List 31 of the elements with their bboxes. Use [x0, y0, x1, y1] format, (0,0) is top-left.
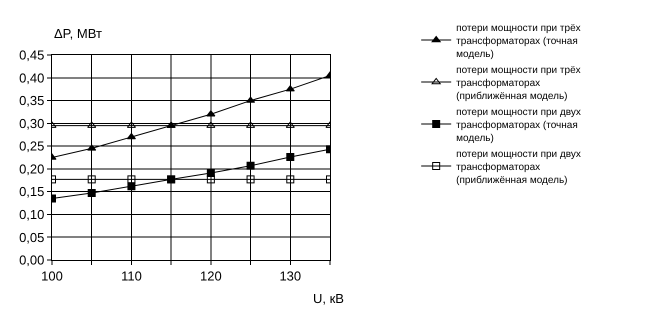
legend-label: потери мощности при трёх трансформаторах (точная модель) [456, 22, 581, 60]
x-tick-label: 130 [279, 268, 302, 284]
point [127, 182, 136, 190]
x-tick-label: 120 [200, 268, 222, 284]
y-tick-label: 0,10 [19, 206, 44, 222]
x-tick-label: 100 [41, 268, 63, 284]
y-tick-label: 0,30 [19, 116, 44, 131]
point [127, 175, 136, 184]
y-tick-label: 0,40 [19, 70, 44, 86]
y-tick-label: 0,15 [19, 184, 44, 200]
point [206, 168, 215, 177]
y-tick-label: 0,20 [19, 161, 44, 176]
y-axis-title: ΔP, МВт [54, 26, 102, 41]
legend-label: потери мощности при трёх трансформаторах (приближённая модель) [456, 64, 581, 102]
point [286, 175, 294, 184]
point [246, 162, 255, 170]
y-tick-label: 0,35 [19, 93, 44, 108]
point [88, 175, 96, 184]
y-tick-label: 0,45 [19, 48, 44, 63]
y-tick-label: 0,25 [19, 138, 44, 154]
point [246, 175, 255, 184]
legend-label: потери мощности при двух трансформаторах (приближённая модель) [456, 148, 581, 186]
point [206, 175, 215, 184]
point [286, 153, 294, 162]
point [87, 144, 96, 151]
y-tick-label: 0,00 [19, 252, 44, 268]
x-axis-title: U, кВ [313, 291, 344, 306]
point [88, 189, 96, 198]
y-tick-label: 0,05 [19, 230, 44, 245]
legend-label: потери мощности при двух трансформаторах (точная модель) [456, 106, 581, 144]
x-tick-label: 110 [121, 268, 142, 284]
